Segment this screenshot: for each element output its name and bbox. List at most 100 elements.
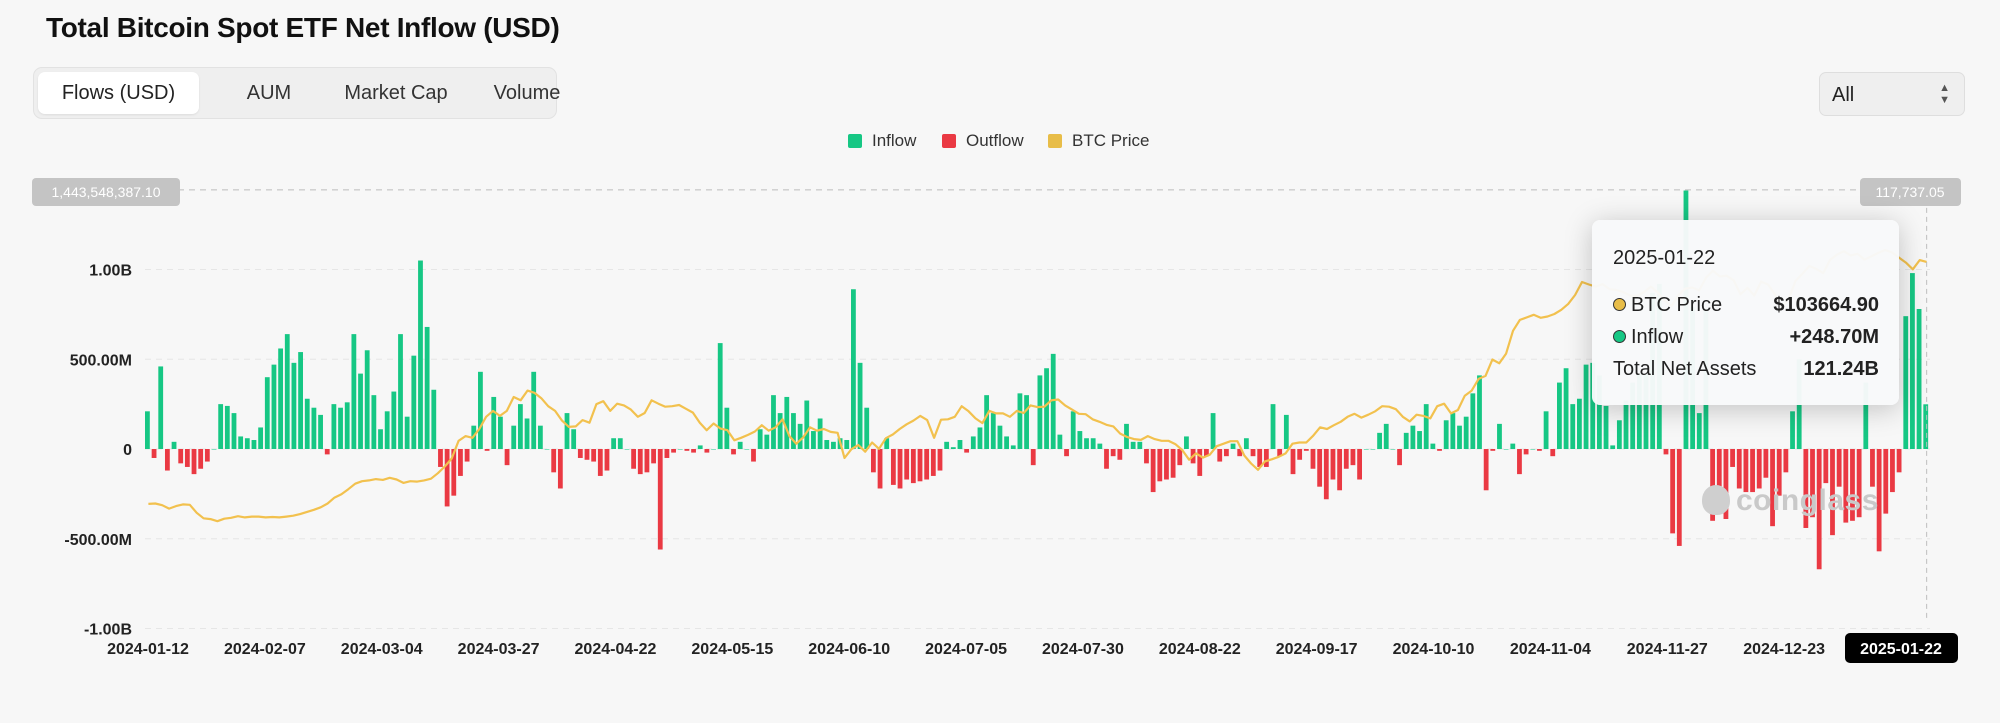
bar-outflow <box>930 449 936 476</box>
bar-outflow <box>1756 449 1762 489</box>
bar-outflow <box>1830 449 1835 536</box>
legend-swatch-inflow <box>848 134 862 148</box>
bar-inflow <box>990 413 996 449</box>
bar-outflow <box>1263 449 1269 467</box>
bar-inflow <box>424 326 430 449</box>
bar-inflow <box>864 407 870 449</box>
bar-inflow <box>284 334 290 449</box>
bar-outflow <box>1397 449 1402 466</box>
x-crosshair-label: 2025-01-22 <box>1860 641 1942 658</box>
bar-inflow <box>771 395 776 449</box>
bar-inflow <box>171 441 177 449</box>
bar-inflow <box>1004 436 1009 449</box>
legend-label-outflow: Outflow <box>966 131 1024 150</box>
y-crosshair-left-box <box>32 178 180 206</box>
y-tick-label: 0 <box>123 442 132 459</box>
bar-inflow <box>1430 443 1436 449</box>
bar-inflow <box>817 418 823 449</box>
bar-inflow <box>231 413 237 449</box>
bar-inflow <box>784 396 790 449</box>
bar-inflow <box>1070 411 1076 449</box>
legend-item-btc-price[interactable]: BTC Price <box>1048 131 1149 151</box>
bar-inflow <box>1863 382 1869 449</box>
bar-inflow <box>1230 443 1236 449</box>
bar-outflow <box>964 449 970 453</box>
legend-item-outflow[interactable]: Outflow <box>942 131 1024 151</box>
bar-inflow <box>1577 398 1582 449</box>
bar-inflow <box>251 440 257 449</box>
bar-inflow <box>1037 375 1043 449</box>
tab-volume[interactable]: Volume <box>493 82 561 104</box>
bar-inflow <box>1623 400 1629 449</box>
bar-inflow <box>857 362 863 449</box>
bar-inflow <box>1557 382 1562 449</box>
bar-inflow <box>617 438 623 449</box>
bar-outflow <box>458 449 463 476</box>
bar-outflow <box>1064 449 1069 457</box>
bar-inflow <box>264 377 270 449</box>
bar-outflow <box>1310 449 1316 469</box>
bar-inflow <box>1390 449 1396 450</box>
bar-inflow <box>1443 420 1449 449</box>
watermark: coinglass <box>1702 484 1879 518</box>
watermark-text: coinglass <box>1736 484 1879 517</box>
bar-outflow <box>684 449 690 451</box>
bar-inflow <box>764 434 770 449</box>
bar-inflow <box>244 438 250 449</box>
bar-outflow <box>1550 449 1556 457</box>
bar-inflow <box>391 391 397 449</box>
x-tick-label: 2024-09-17 <box>1276 641 1358 658</box>
bar-outflow <box>1870 449 1875 487</box>
bar-outflow <box>324 449 330 455</box>
bar-inflow <box>1910 273 1915 449</box>
bar-inflow <box>957 440 963 449</box>
bar-inflow <box>1050 353 1056 449</box>
bar-inflow <box>1477 375 1482 449</box>
bar-outflow <box>671 449 676 453</box>
bar-inflow <box>970 436 976 449</box>
bar-outflow <box>637 449 643 475</box>
bar-outflow <box>557 449 563 489</box>
bar-inflow <box>797 423 803 449</box>
bar-outflow <box>1843 449 1849 523</box>
bar-outflow <box>1823 449 1829 484</box>
bar-outflow <box>1157 449 1163 482</box>
bar-inflow <box>1596 375 1602 449</box>
btc-price-dot-icon <box>1613 298 1626 311</box>
tab-aum[interactable]: AUM <box>246 82 292 104</box>
range-select[interactable]: All ▲ ▼ <box>1819 72 1965 116</box>
bar-inflow <box>158 366 164 449</box>
bar-outflow <box>1297 449 1303 460</box>
bar-inflow <box>884 438 890 449</box>
y-crosshair-right-label: 117,737.05 <box>1875 184 1944 200</box>
bar-inflow <box>1370 449 1376 450</box>
bar-inflow <box>491 396 497 449</box>
bar-outflow <box>1483 449 1489 491</box>
bar-outflow <box>1104 449 1109 469</box>
bar-inflow <box>291 362 297 449</box>
tab-market-cap[interactable]: Market Cap <box>344 82 448 104</box>
tab-flows-usd[interactable]: Flows (USD) <box>38 72 199 114</box>
bar-outflow <box>1164 449 1169 480</box>
bar-inflow <box>611 438 617 449</box>
bar-outflow <box>198 449 204 469</box>
tooltip-btc-price-label: BTC Price <box>1631 294 1723 316</box>
bar-outflow <box>1150 449 1156 493</box>
bar-inflow <box>211 449 217 450</box>
bar-inflow <box>1643 373 1649 449</box>
x-tick-label: 2024-12-23 <box>1743 641 1825 658</box>
bar-inflow <box>737 441 743 449</box>
legend-item-inflow[interactable]: Inflow <box>848 131 916 151</box>
bar-outflow <box>1770 449 1775 527</box>
bar-inflow <box>271 364 277 449</box>
bar-inflow <box>1636 373 1642 449</box>
bar-outflow <box>204 449 210 462</box>
bar-inflow <box>218 404 224 450</box>
bar-inflow <box>697 445 703 449</box>
bar-inflow <box>950 447 956 449</box>
bar-inflow <box>1383 423 1389 449</box>
bar-outflow <box>1517 449 1522 475</box>
bar-inflow <box>1044 368 1049 449</box>
bar-inflow <box>398 334 403 449</box>
